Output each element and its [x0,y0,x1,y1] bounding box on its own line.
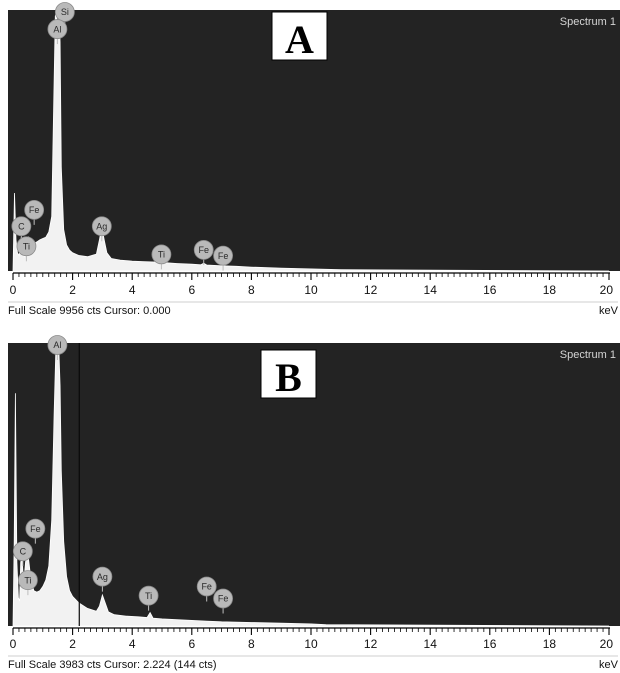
x-tick-label: 12 [364,283,378,297]
peak-marker-circle [138,585,159,606]
peak-label-al: Al [47,335,68,360]
peak-marker-circle [151,244,172,265]
peak-marker-circle [17,570,38,591]
peak-label-text: Fe [198,245,209,255]
peak-label-text: Fe [218,251,229,261]
peak-label-text: Ti [23,241,30,251]
peak-label-ti: Ti [16,236,37,262]
peak-label-fe: Fe [213,588,233,614]
peak-marker-circle [92,566,113,587]
peak-label-text: Fe [30,524,41,534]
x-tick-label: 12 [364,637,378,651]
peak-marker-circle [24,199,45,220]
peak-marker-circle [25,518,46,539]
x-tick-label: 2 [69,283,76,297]
peak-label-si: Si [54,2,75,27]
peak-label-ag: Ag [91,216,112,242]
x-axis-unit-label: keV [599,659,619,671]
peak-label-text: Si [61,7,69,17]
x-tick-label: 18 [543,637,557,651]
x-tick-label: 0 [10,283,17,297]
peak-label-ti: Ti [138,585,159,611]
peak-label-text: Ag [97,572,108,582]
peak-label-text: C [18,221,25,231]
peak-label-text: Al [53,340,61,350]
peak-marker-circle [213,588,233,609]
status-readout: Full Scale 9956 cts Cursor: 0.000 [8,305,171,317]
peak-label-c: C [12,541,33,567]
x-tick-label: 4 [129,637,136,651]
status-readout: Full Scale 3983 cts Cursor: 2.224 (144 c… [8,659,216,671]
panel-label-box [260,349,317,399]
x-tick-label: 8 [248,283,255,297]
spectrum-title: Spectrum 1 [560,349,616,361]
peak-label-text: Ti [145,591,152,601]
x-axis-unit-label: keV [599,305,619,317]
peak-label-text: Ag [96,221,107,231]
x-tick-label: 18 [543,283,557,297]
x-tick-label: 4 [129,283,136,297]
peak-label-text: Fe [201,582,212,592]
x-tick-label: 0 [10,637,17,651]
spectrum-area [12,344,610,627]
x-tick-label: 16 [483,283,497,297]
peak-label-fe: Fe [213,245,233,271]
peak-label-text: Fe [218,594,229,604]
x-tick-label: 20 [600,637,614,651]
x-tick-label: 20 [600,283,614,297]
peak-label-ti: Ti [151,244,172,270]
peak-label-fe: Fe [25,518,46,544]
peak-marker-circle [91,216,112,237]
peak-label-text: C [20,546,27,556]
peak-label-al: Al [47,19,68,45]
x-tick-label: 8 [248,637,255,651]
panel-label: B [275,355,302,400]
peak-label-text: Ti [24,575,31,585]
peak-label-fe: Fe [193,240,214,265]
panel-label-box [271,11,328,61]
peak-label-text: Ti [158,250,165,260]
panel-label: A [285,17,314,62]
x-tick-label: 6 [188,283,195,297]
x-tick-label: 16 [483,637,497,651]
x-tick-label: 6 [188,637,195,651]
peak-label-fe: Fe [196,576,217,602]
peak-marker-circle [47,335,68,355]
peak-marker-circle [193,240,214,260]
peak-marker-circle [47,19,68,39]
peak-marker-circle [54,2,75,22]
peak-label-fe: Fe [24,199,45,225]
peak-marker-circle [16,236,37,257]
spectrum-panel-b: Spectrum 1 B Al Fe C Ti Ag Ti Fe Fe 0 2 4 6 8 10 12 14 16 1… [8,335,620,671]
peak-label-text: Fe [29,205,40,215]
peak-label-ti: Ti [17,570,38,596]
x-tick-label: 14 [424,283,438,297]
x-tick-label: 10 [304,283,318,297]
x-tick-label: 14 [424,637,438,651]
peak-label-text: Al [53,24,61,34]
peak-marker-circle [196,576,217,597]
peak-marker-circle [12,541,33,562]
x-tick-label: 10 [304,637,318,651]
peak-marker-circle [11,216,32,237]
peak-label-ag: Ag [92,566,113,592]
spectrum-title: Spectrum 1 [560,16,616,28]
x-tick-label: 2 [69,637,76,651]
peak-marker-circle [213,245,233,266]
